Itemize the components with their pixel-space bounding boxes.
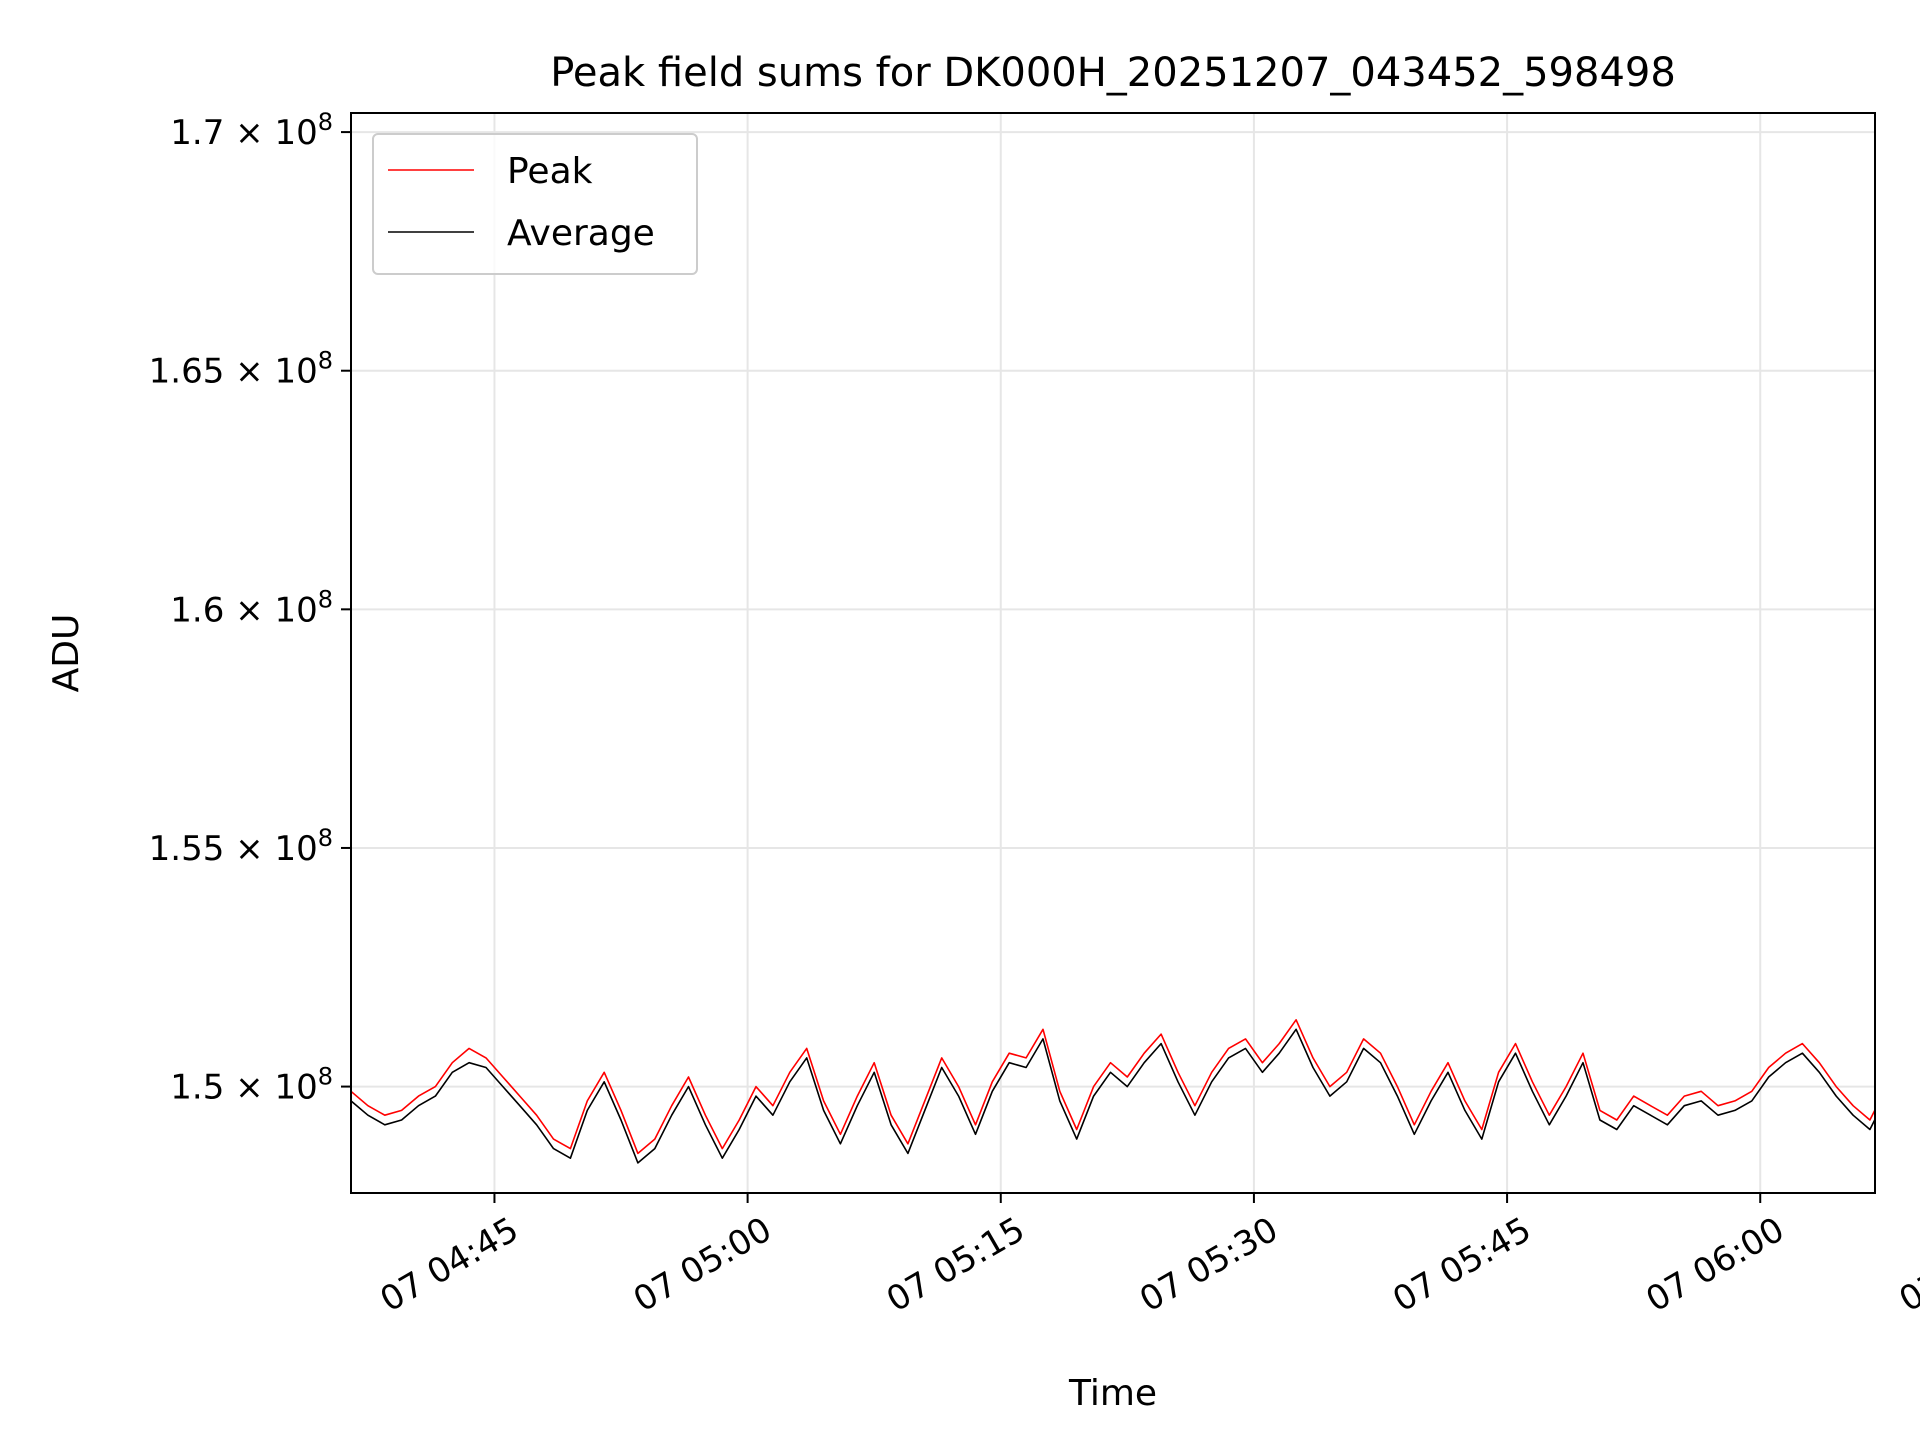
series-line-average: [351, 1028, 1875, 1164]
y-tick-label: 1.6 × 108: [170, 585, 333, 630]
y-tick-label: 1.55 × 108: [149, 824, 333, 869]
series-line-peak: [351, 1018, 1875, 1155]
x-axis-label: Time: [1068, 1373, 1157, 1414]
legend-label-peak: Peak: [507, 151, 593, 192]
plot-area: [351, 1018, 1875, 1164]
series-lines: [351, 1018, 1875, 1164]
y-tick-label: 1.65 × 108: [149, 347, 333, 392]
legend: Peak Average: [372, 133, 698, 275]
legend-label-average: Average: [507, 213, 655, 254]
chart-title: Peak field sums for DK000H_20251207_0434…: [550, 50, 1676, 96]
legend-box: [372, 133, 698, 275]
y-axis-label: ADU: [46, 614, 87, 693]
y-axis-ticks: 1.5 × 108 1.55 × 108 1.6 × 108 1.65 × 108 1.…: [149, 108, 351, 1108]
grid: [351, 113, 1875, 1193]
y-tick-label: 1.7 × 108: [170, 108, 333, 153]
y-tick-label: 1.5 × 108: [170, 1063, 333, 1108]
plot-frame: [350, 112, 1876, 1194]
